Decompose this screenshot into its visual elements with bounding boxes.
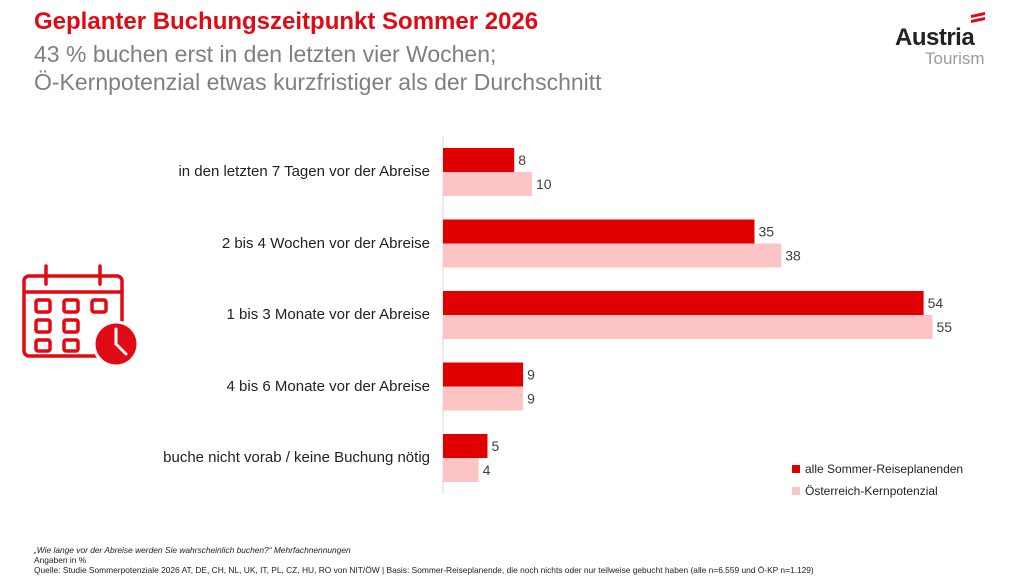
data-label: 10 [536,176,552,192]
data-label: 55 [937,319,953,335]
data-label: 54 [928,295,944,311]
logo-word: Austria [895,24,975,51]
bar-all [443,219,755,244]
chart-legend: alle Sommer-Reiseplanenden Österreich-Ke… [792,458,963,502]
bar-core [443,386,524,411]
data-label: 35 [759,224,775,240]
austria-tourism-logo: Austria Tourism [895,12,995,72]
legend-swatch-all [792,465,800,473]
bar-core [443,172,532,196]
legend-item-core: Österreich-Kernpotenzial [792,480,963,502]
data-label: 38 [785,248,801,264]
category-label: 4 bis 6 Monate vor der Abreise [226,377,430,395]
data-label: 4 [483,462,491,478]
category-label: buche nicht vorab / keine Buchung nötig [163,449,430,466]
bar-core [443,458,479,482]
chart-title: Geplanter Buchungszeitpunkt Sommer 2026 [34,8,539,35]
category-label: 2 bis 4 Wochen vor der Abreise [221,234,430,252]
data-label: 8 [518,152,526,168]
legend-label-core: Österreich-Kernpotenzial [805,484,938,498]
category-label: 1 bis 3 Monate vor der Abreise [226,306,430,323]
subtitle-line-1: 43 % buchen erst in den letzten vier Woc… [34,41,497,67]
legend-item-all: alle Sommer-Reiseplanenden [792,458,963,480]
chart-subtitle: 43 % buchen erst in den letzten vier Woc… [34,40,794,96]
source-note: Quelle: Studie Sommerpotenziale 2026 AT,… [34,565,814,575]
legend-label-all: alle Sommer-Reiseplanenden [805,462,964,476]
survey-question: „Wie lange vor der Abreise werden Sie wa… [34,545,351,555]
bar-all [443,148,515,172]
flag-mark-icon [971,12,985,23]
data-label: 9 [527,391,535,407]
logo-subword: Tourism [925,49,985,68]
unit-note: Angaben in % [34,555,87,565]
data-label: 9 [527,367,535,383]
bar-all [443,362,524,387]
bar-core [443,315,933,339]
bar-all [443,291,924,315]
bar-all [443,434,488,458]
legend-swatch-core [792,487,800,495]
bar-core [443,243,782,268]
subtitle-line-2: Ö-Kernpotenzial etwas kurzfristiger als … [34,69,602,95]
data-label: 5 [492,438,500,454]
chart-footer: „Wie lange vor der Abreise werden Sie wa… [34,545,814,575]
calendar-clock-icon [22,264,140,368]
category-label: in den letzten 7 Tagen vor der Abreise [178,163,430,180]
